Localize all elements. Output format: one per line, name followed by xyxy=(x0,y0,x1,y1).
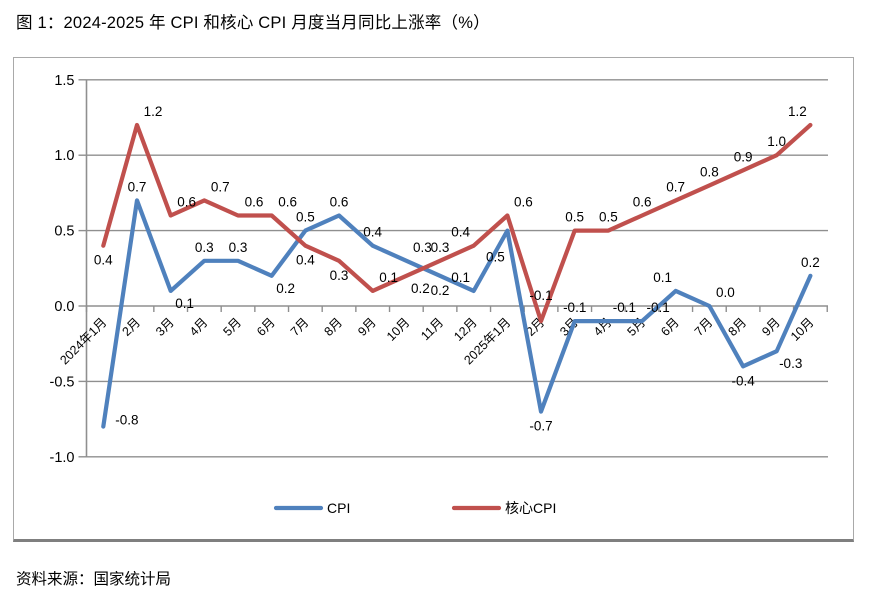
data-label: 0.5 xyxy=(565,210,584,225)
data-label: -0.4 xyxy=(731,373,755,388)
data-label: 0.3 xyxy=(195,240,214,255)
data-label: 1.2 xyxy=(788,104,807,119)
data-label: 0.2 xyxy=(801,255,820,270)
data-label: -0.1 xyxy=(646,300,669,315)
data-label: 0.3 xyxy=(229,240,248,255)
core-cpi-data-labels: 0.41.20.60.70.6 0.60.40.3 0.10.20.30.40.6-… xyxy=(94,104,807,303)
y-gridlines xyxy=(86,79,828,458)
y-axis-ticks xyxy=(78,79,87,458)
x-tick-label: 4月 xyxy=(591,315,615,339)
y-axis-labels: 1.5 1.0 0.5 0.0 -0.5 -1.0 xyxy=(50,73,75,466)
data-label: 0.5 xyxy=(599,210,618,225)
x-tick-label: 2024年1月 xyxy=(57,315,109,367)
x-tick-label: 10月 xyxy=(384,315,413,344)
data-label: 0.1 xyxy=(175,296,194,311)
data-label: 0.8 xyxy=(700,164,719,179)
legend-core-cpi-label: 核心CPI xyxy=(505,500,556,516)
data-label: 0.6 xyxy=(245,195,264,210)
data-label: 0.3 xyxy=(413,240,432,255)
data-label: -0.1 xyxy=(529,288,552,303)
data-label: 0.2 xyxy=(411,281,430,296)
data-label: 0.1 xyxy=(451,270,470,285)
y-tick-label: 0.0 xyxy=(54,299,74,315)
data-label: 0.6 xyxy=(278,195,297,210)
data-label: 0.1 xyxy=(379,270,398,285)
data-label: 0.0 xyxy=(716,285,735,300)
y-tick-label: 1.0 xyxy=(54,148,74,164)
data-label: 1.2 xyxy=(144,104,163,119)
source-note: 资料来源：国家统计局 xyxy=(16,571,172,588)
x-tick-label: 9月 xyxy=(759,315,783,339)
cpi-line-chart: 1.5 1.0 0.5 0.0 -0.5 -1.0 2024年1月 2月 3月 4月 5月 6月 7月 8… xyxy=(50,73,828,516)
x-tick-label: 3月 xyxy=(153,315,177,339)
data-label: -0.3 xyxy=(779,356,802,371)
data-label: 1.0 xyxy=(767,134,786,149)
x-tick-label: 8月 xyxy=(726,315,750,339)
data-label: 0.7 xyxy=(128,179,147,194)
data-label: 0.5 xyxy=(296,210,315,225)
y-tick-label: -0.5 xyxy=(50,374,75,390)
y-tick-label: 0.5 xyxy=(54,224,74,240)
x-tick-label: 8月 xyxy=(321,315,345,339)
x-tick-label: 9月 xyxy=(355,315,379,339)
x-tick-label: 5月 xyxy=(220,315,244,339)
data-label: 0.6 xyxy=(633,195,652,210)
data-label: 0.4 xyxy=(296,253,315,268)
x-tick-label: 11月 xyxy=(418,315,446,343)
x-axis-ticks xyxy=(85,306,828,312)
chart-frame: 1.5 1.0 0.5 0.0 -0.5 -1.0 2024年1月 2月 3月 4月 5月 6月 7月 8… xyxy=(13,57,854,542)
data-label: 0.6 xyxy=(514,195,533,210)
data-label: -0.1 xyxy=(613,300,636,315)
data-label: 0.2 xyxy=(431,283,450,298)
x-tick-label: 12月 xyxy=(451,315,480,344)
data-label: 0.7 xyxy=(211,179,230,194)
data-label: 0.4 xyxy=(451,225,470,240)
data-label: 0.3 xyxy=(431,240,450,255)
x-tick-label: 2月 xyxy=(119,315,143,339)
data-label: 0.2 xyxy=(276,281,295,296)
x-tick-label: 7月 xyxy=(288,315,312,339)
data-label: 0.3 xyxy=(330,268,349,283)
data-label: 0.4 xyxy=(94,253,113,268)
data-label: 0.6 xyxy=(177,195,196,210)
data-label: 0.1 xyxy=(653,270,672,285)
cpi-series-line xyxy=(101,198,813,429)
core-cpi-series-line xyxy=(101,122,813,324)
data-label: -0.8 xyxy=(115,413,138,428)
data-label: 0.7 xyxy=(666,179,685,194)
y-tick-label: -1.0 xyxy=(50,450,75,466)
legend: CPI 核心CPI xyxy=(273,500,556,516)
figure-title: 图 1：2024-2025 年 CPI 和核心 CPI 月度当月同比上涨率（%） xyxy=(16,14,490,32)
data-label: -0.7 xyxy=(529,419,552,434)
cpi-data-labels: -0.80.70.10.3 0.30.20.50.60.40.30.20.10.5… xyxy=(115,179,819,433)
data-label: 0.4 xyxy=(363,225,382,240)
x-tick-label: 7月 xyxy=(692,315,716,339)
y-tick-label: 1.5 xyxy=(54,73,74,89)
x-tick-label: 6月 xyxy=(658,315,682,339)
data-label: -0.1 xyxy=(563,300,586,315)
data-label: 0.5 xyxy=(486,250,505,265)
x-tick-label: 6月 xyxy=(254,315,278,339)
legend-cpi-label: CPI xyxy=(327,500,350,516)
x-tick-label: 4月 xyxy=(187,315,211,339)
data-label: 0.9 xyxy=(734,149,753,164)
data-label: 0.6 xyxy=(330,195,349,210)
